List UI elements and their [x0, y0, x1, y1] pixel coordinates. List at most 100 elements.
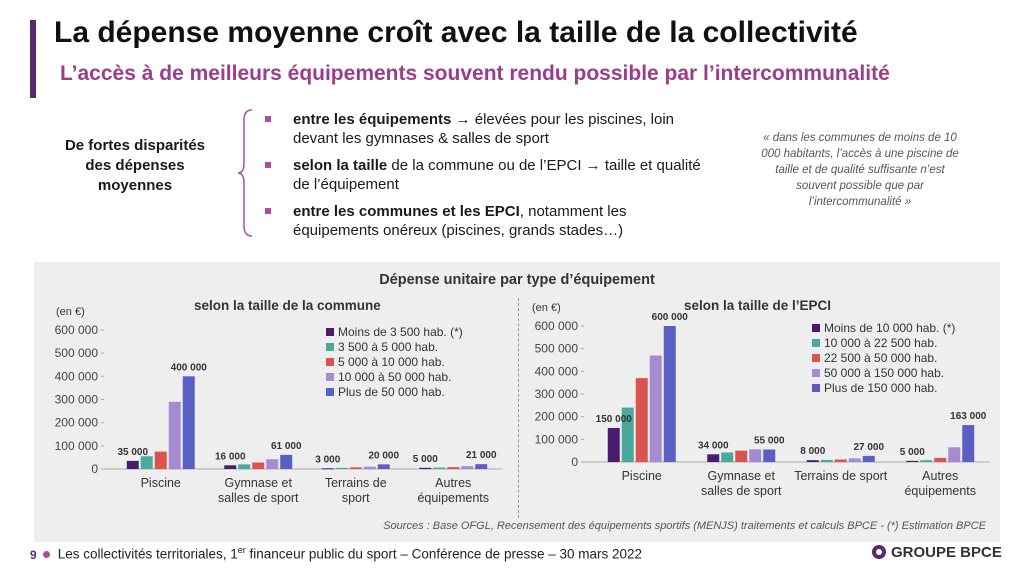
x-tick-label: Gymnase et — [225, 476, 293, 490]
bar — [140, 456, 153, 469]
data-label: 16 000 — [215, 451, 246, 462]
bullet-item: entre les communes et les EPCI, notammen… — [265, 202, 705, 240]
title-accent-bar — [30, 20, 36, 98]
x-tick-label: équipements — [904, 484, 976, 498]
y-tick-label: 600 000 — [535, 319, 579, 333]
y-tick-label: 200 000 — [535, 410, 579, 424]
bar — [862, 455, 875, 462]
data-label: 150 000 — [596, 414, 633, 425]
legend-label: Plus de 150 000 hab. — [824, 381, 937, 395]
x-tick-label: Terrains de — [325, 476, 387, 490]
y-tick-label: 500 000 — [535, 342, 579, 356]
legend-swatch — [326, 328, 334, 336]
footer-text-end: financeur public du sport – Conférence d… — [245, 546, 643, 562]
bar — [154, 451, 167, 469]
bullet-list: entre les équipements → élevées pour les… — [265, 110, 705, 248]
legend-label: 3 500 à 5 000 hab. — [338, 340, 438, 354]
x-tick-label: équipements — [417, 491, 489, 505]
legend-swatch — [326, 358, 334, 366]
bar — [280, 454, 293, 469]
chart-divider — [518, 298, 519, 518]
bar — [707, 454, 720, 462]
bar — [920, 460, 933, 462]
bullet-item: selon la taille de la commune ou de l’EP… — [265, 156, 705, 194]
legend-swatch — [812, 354, 820, 362]
page-number: 9 — [30, 547, 37, 562]
bar — [363, 466, 376, 469]
bar — [934, 457, 947, 462]
data-label: 600 000 — [652, 312, 689, 323]
data-label: 5 000 — [900, 447, 925, 458]
bar — [806, 460, 819, 462]
bullet-text: , notamment les équipements onéreux (pis… — [293, 203, 627, 239]
x-tick-label: Piscine — [622, 469, 662, 483]
chart-panel: Dépense unitaire par type d’équipement s… — [34, 262, 1000, 542]
bar — [834, 459, 847, 462]
legend-swatch — [812, 339, 820, 347]
bullet-square-icon — [265, 162, 271, 168]
bar — [377, 464, 390, 469]
bar — [335, 467, 348, 469]
y-tick-label: 100 000 — [55, 439, 99, 453]
x-tick-label: Gymnase et — [708, 469, 776, 483]
bar — [948, 447, 961, 462]
data-label: 27 000 — [853, 442, 884, 453]
x-tick-label: salles de sport — [701, 484, 782, 498]
legend-label: 22 500 à 50 000 hab. — [824, 351, 937, 365]
legend-swatch — [812, 369, 820, 377]
legend-swatch — [812, 324, 820, 332]
bpce-logo-icon — [872, 545, 886, 559]
data-label: 20 000 — [368, 450, 399, 461]
bullet-bold: entre les communes et les EPCI — [293, 203, 520, 220]
bar — [419, 467, 432, 469]
legend-label: 5 000 à 10 000 hab. — [338, 355, 445, 369]
bar — [447, 467, 460, 469]
bar — [266, 459, 279, 469]
chart-epci: 0 100 000 200 000 300 000 400 000 500 000 600 … — [535, 312, 990, 498]
y-tick-label: 100 000 — [535, 432, 579, 446]
bullet-text: de la commune ou de l’EPCI → taille et q… — [293, 157, 701, 193]
x-tick-label: Terrains de sport — [794, 469, 888, 483]
legend-swatch — [326, 343, 334, 351]
bullet-bold: selon la taille — [293, 157, 388, 174]
bar — [763, 449, 776, 462]
chart-commune-title: selon la taille de la commune — [194, 298, 381, 313]
bullet-square-icon — [265, 208, 271, 214]
bar — [238, 464, 251, 469]
bullet-square-icon — [265, 116, 271, 122]
bar — [182, 376, 195, 469]
legend-label: 50 000 à 150 000 hab. — [824, 366, 944, 380]
y-tick-label: 600 000 — [55, 323, 99, 337]
bullet-text: → élevées pour les piscines, loin devant… — [293, 111, 675, 147]
legend-label: Plus de 50 000 hab. — [338, 385, 445, 399]
bar — [349, 467, 362, 469]
chart-epci-unit: (en €) — [532, 302, 561, 314]
data-label: 400 000 — [171, 362, 208, 373]
bar — [906, 460, 919, 462]
x-tick-label: Autres — [922, 469, 958, 483]
brand-name: GROUPE BPCE — [891, 544, 1002, 561]
data-label: 35 000 — [117, 447, 148, 458]
bar — [607, 428, 620, 462]
quote: « dans les communes de moins de 10 000 h… — [761, 132, 959, 208]
footer-sup: er — [237, 545, 246, 555]
data-label: 3 000 — [315, 454, 340, 465]
data-label: 5 000 — [413, 454, 438, 465]
bar — [635, 378, 648, 462]
chart-commune-unit: (en €) — [56, 306, 85, 318]
bar — [168, 401, 181, 469]
legend-swatch — [326, 373, 334, 381]
bar — [461, 466, 474, 469]
footer-dot-icon — [42, 550, 50, 558]
footer: 9 Les collectivités territoriales, 1er fi… — [30, 545, 642, 562]
bar — [475, 464, 488, 469]
bar — [820, 459, 833, 462]
chart-panel-title: Dépense unitaire par type d’équipement — [379, 272, 655, 288]
curly-brace — [237, 109, 253, 237]
sources-note: Sources : Base OFGL, Recensement des équ… — [383, 520, 986, 532]
x-tick-label: sport — [342, 491, 370, 505]
data-label: 163 000 — [950, 411, 987, 422]
bar — [848, 458, 861, 462]
data-label: 61 000 — [271, 441, 302, 452]
data-label: 21 000 — [466, 450, 497, 461]
